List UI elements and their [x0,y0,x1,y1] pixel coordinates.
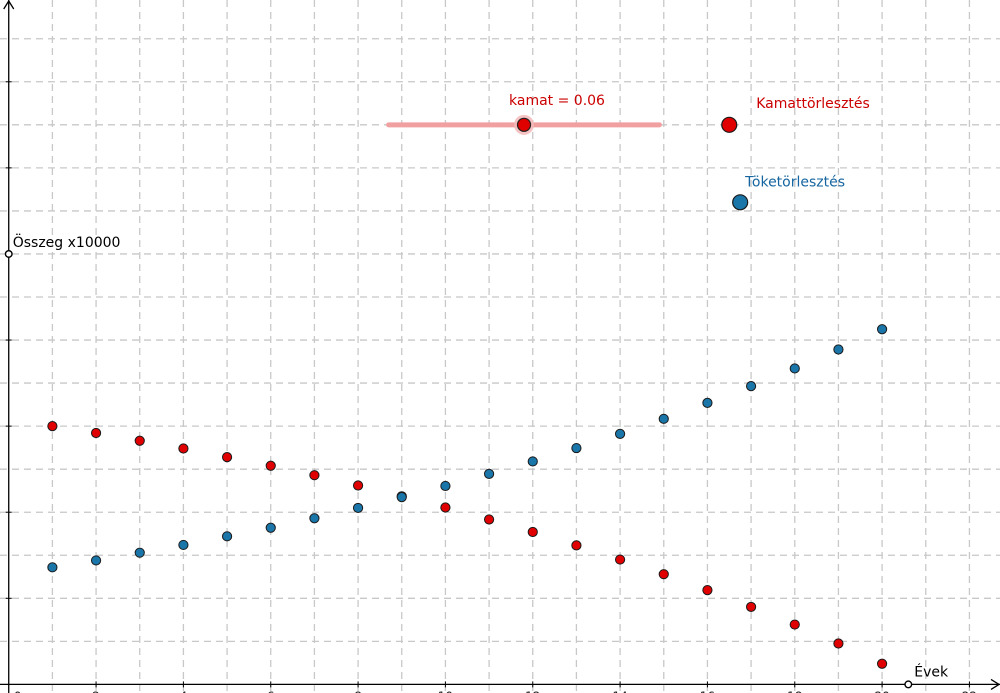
principal-payment-point [90,555,102,566]
principal-payment-point [789,363,800,374]
y-tick-label: 10 [0,247,1,261]
x-tick-label: 10 [438,689,453,693]
data-series [47,324,888,669]
y-tick-label: 6 [0,419,1,433]
y-tick-label: 8 [0,333,1,347]
y-axis-arrow [3,0,15,10]
y-tick-label: 14 [0,75,1,89]
interest-payment-point [265,460,276,471]
interest-payment-point [221,452,233,463]
y-axis-label: Összeg x10000 [13,233,121,251]
x-tick-label: 6 [267,689,275,693]
y-tick-label: 0 [0,669,1,683]
principal-payment-point [265,522,276,533]
interest-payment-point [309,470,320,481]
interest-payment-point [876,658,888,669]
principal-payment-point [47,562,58,573]
principal-payment-point [658,413,669,424]
slider-label: kamat = 0.06 [509,93,605,109]
y-tick-label: 12 [0,161,1,175]
x-tick-label: 18 [787,689,802,693]
x-axis-label: Évek [914,663,949,680]
x-tick-label: 0 [14,689,22,693]
x-tick-label: 14 [612,689,627,693]
interest-payment-point [352,480,364,491]
x-tick-label: 20 [874,689,889,693]
principal-payment-point [702,397,713,408]
principal-payment-point [745,381,757,392]
principal-payment-point [833,344,844,355]
x-tick-label: 16 [700,689,715,693]
principal-payment-point [527,456,538,467]
slider-knob[interactable] [516,117,532,132]
interest-payment-point [134,435,145,446]
principal-payment-point [876,324,888,335]
interest-legend-point[interactable] [721,116,738,133]
interest-payment-point [90,427,102,439]
interest-payment-point [789,619,800,630]
principal-payment-point [352,502,364,514]
interest-payment-point [658,569,669,580]
interest-payment-point [527,526,538,538]
interest-payment-point [47,421,58,432]
y-axis-label-point[interactable] [4,249,13,258]
principal-payment-point [483,468,495,480]
interest-payment-point [614,554,626,565]
principal-legend-point[interactable] [732,194,749,211]
x-axis-label-point[interactable] [904,680,913,689]
interest-payment-point [440,502,451,513]
principal-payment-point [178,539,189,551]
widgets: Összeg x10000 Évek kamat = 0.06 Kamattörles… [4,93,949,689]
principal-payment-point [440,480,451,492]
x-tick-label: 2 [92,689,100,693]
interest-payment-point [571,540,582,551]
principal-payment-point [309,513,320,524]
x-tick-label: 8 [354,689,362,693]
interest-payment-point [483,514,495,525]
principal-payment-point [614,428,626,439]
series-principal [47,324,888,573]
principal-legend-label: Töketörlesztés [744,174,845,190]
interest-legend-label: Kamattörlesztés [756,96,870,112]
x-tick-label: 22 [962,689,977,693]
x-tick-label: 12 [525,689,540,693]
principal-payment-point [134,547,145,558]
principal-payment-point [221,531,233,542]
interest-payment-point [702,585,713,596]
series-interest [47,421,888,669]
y-tick-label: 4 [0,505,1,519]
y-tick-label: 2 [0,591,1,605]
x-tick-label: 4 [180,689,188,693]
interest-payment-point [833,638,844,649]
interest-payment-point [745,601,757,613]
x-axis-arrow [990,678,1000,690]
interest-payment-point [178,443,189,454]
principal-payment-point [396,492,407,503]
tick-labels: 0 2 4 6 8 10 12 14 16 18 20 22 0 2 4 6 8 10 12 14 [0,75,977,693]
principal-payment-point [571,442,582,454]
